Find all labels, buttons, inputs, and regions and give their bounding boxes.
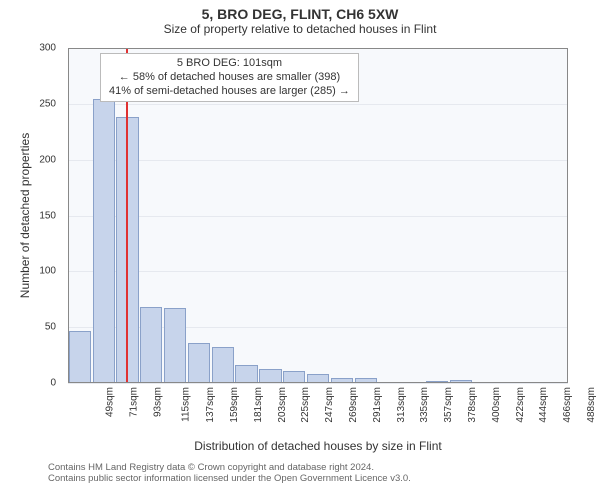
y-tick-label: 150	[39, 210, 56, 221]
y-tick-label: 100	[39, 266, 56, 277]
x-tick-label: 137sqm	[205, 387, 216, 423]
bar-slot	[544, 48, 568, 383]
bar	[402, 382, 424, 383]
bar	[545, 382, 567, 383]
bar	[521, 382, 543, 383]
chart-title: 5, BRO DEG, FLINT, CH6 5XW	[0, 0, 600, 22]
x-tick-label: 269sqm	[348, 387, 359, 423]
x-tick-label: 335sqm	[420, 387, 431, 423]
bar	[378, 382, 400, 383]
gridline	[68, 383, 568, 384]
x-tick-label: 93sqm	[152, 387, 163, 417]
bar	[164, 308, 186, 383]
bar	[69, 331, 91, 383]
bar-slot	[378, 48, 402, 383]
x-tick-label: 291sqm	[372, 387, 383, 423]
bar	[188, 343, 210, 383]
y-tick-label: 50	[45, 322, 56, 333]
bar	[212, 347, 234, 383]
chart-container: 5, BRO DEG, FLINT, CH6 5XW Size of prope…	[0, 0, 600, 500]
x-tick-label: 71sqm	[128, 387, 139, 417]
bar-slot	[520, 48, 544, 383]
bar	[140, 307, 162, 383]
bar-slot	[425, 48, 449, 383]
bar	[235, 365, 257, 383]
x-tick-label: 225sqm	[300, 387, 311, 423]
y-tick-label: 300	[39, 43, 56, 54]
y-axis-label: Number of detached properties	[18, 48, 32, 383]
bar	[307, 374, 329, 383]
bar	[450, 380, 472, 383]
y-tick-label: 200	[39, 154, 56, 165]
bar-slot	[473, 48, 497, 383]
annotation-line2: ← 58% of detached houses are smaller (39…	[109, 71, 350, 85]
x-tick-label: 357sqm	[443, 387, 454, 423]
x-tick-label: 422sqm	[515, 387, 526, 423]
bar	[283, 371, 305, 383]
bar	[93, 99, 115, 383]
x-tick-label: 313sqm	[396, 387, 407, 423]
bar-slot	[68, 48, 92, 383]
x-tick-label: 378sqm	[467, 387, 478, 423]
x-tick-label: 400sqm	[491, 387, 502, 423]
footer: Contains HM Land Registry data © Crown c…	[48, 462, 600, 484]
bar	[497, 382, 519, 383]
chart-subtitle: Size of property relative to detached ho…	[0, 22, 600, 36]
bar	[331, 378, 353, 383]
footer-line1: Contains HM Land Registry data © Crown c…	[48, 462, 600, 473]
bar	[355, 378, 377, 383]
bar-slot	[497, 48, 521, 383]
x-tick-label: 159sqm	[229, 387, 240, 423]
annotation-line3: 41% of semi-detached houses are larger (…	[109, 85, 350, 99]
plot-area: 050100150200250300 49sqm71sqm93sqm115sqm…	[68, 48, 568, 383]
x-tick-label: 444sqm	[539, 387, 550, 423]
x-axis-label: Distribution of detached houses by size …	[68, 439, 568, 453]
bar-slot	[449, 48, 473, 383]
x-tick-label: 181sqm	[253, 387, 264, 423]
y-tick-label: 0	[50, 378, 56, 389]
bar	[259, 369, 281, 383]
x-tick-label: 49sqm	[104, 387, 115, 417]
bar-slot	[401, 48, 425, 383]
bar	[474, 382, 496, 383]
x-tick-label: 203sqm	[277, 387, 288, 423]
x-tick-label: 247sqm	[324, 387, 335, 423]
y-tick-label: 250	[39, 98, 56, 109]
annotation-box: 5 BRO DEG: 101sqm ← 58% of detached hous…	[100, 53, 359, 102]
x-tick-label: 115sqm	[181, 387, 192, 422]
x-tick-label: 466sqm	[562, 387, 573, 423]
footer-line2: Contains public sector information licen…	[48, 473, 600, 484]
annotation-line1: 5 BRO DEG: 101sqm	[109, 57, 350, 71]
x-tick-label: 488sqm	[586, 387, 597, 423]
bar	[426, 381, 448, 383]
